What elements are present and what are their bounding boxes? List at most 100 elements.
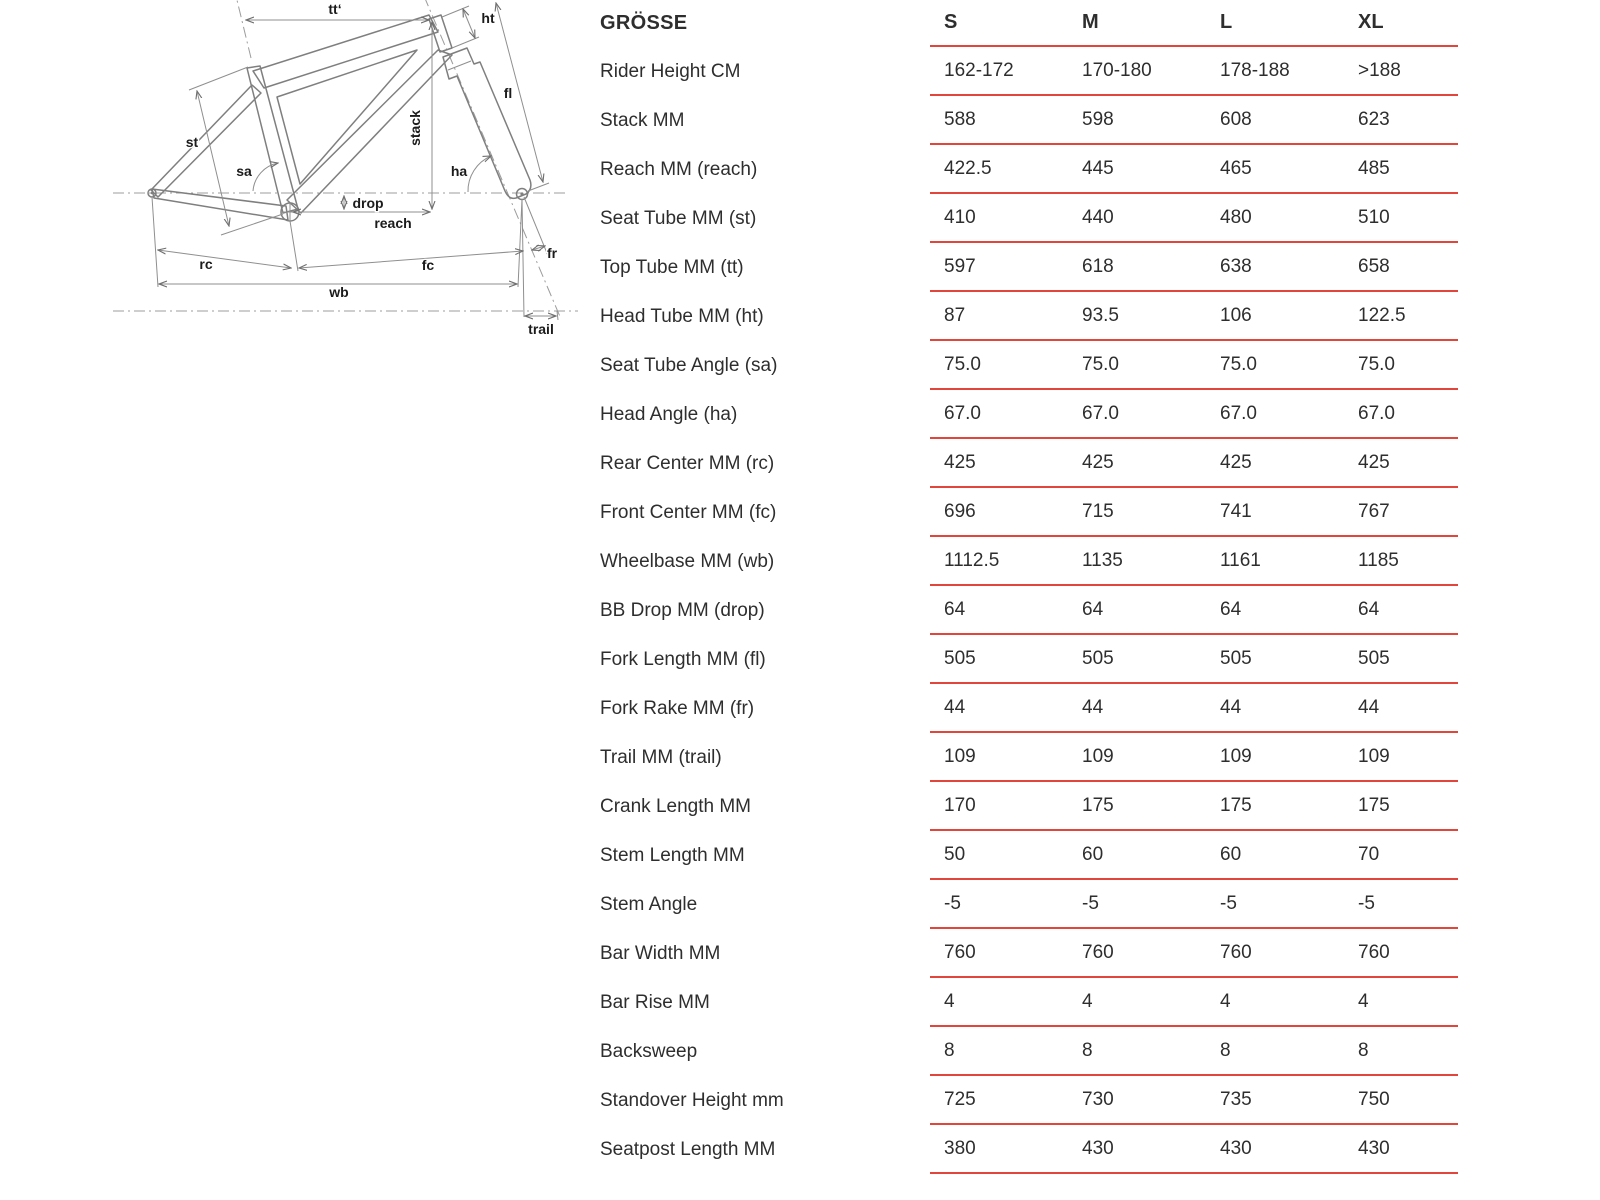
dim-label-trail: trail: [528, 321, 554, 337]
cell-value: 588: [944, 108, 976, 130]
cell-value: 505: [1220, 647, 1252, 669]
row-values: 50 60 60 70: [930, 831, 1458, 880]
row-label: Head Tube MM (ht): [600, 305, 764, 327]
cell-value: 44: [1220, 696, 1242, 718]
geometry-table: GRÖSSE S M L XL Rider Height CM 162-172 17…: [600, 0, 1458, 1174]
cell-value: 4: [944, 990, 955, 1012]
row-values: 87 93.5 106 122.5: [930, 292, 1458, 341]
row-label: Head Angle (ha): [600, 403, 738, 425]
cell-value: 696: [944, 500, 976, 522]
cell-value: 1185: [1358, 549, 1399, 571]
cell-value: 106: [1220, 304, 1252, 326]
table-row: Seatpost Length MM 380 430 430 430: [600, 1125, 1458, 1174]
cell-value: 8: [1082, 1039, 1093, 1061]
table-row: BB Drop MM (drop) 64 64 64 64: [600, 586, 1458, 635]
dim-label-stack: stack: [407, 110, 423, 146]
cell-value: 623: [1358, 108, 1390, 130]
dim-fork-length: [496, 3, 543, 182]
cell-value: 50: [944, 843, 966, 865]
cell-value: 505: [944, 647, 976, 669]
cell-value: 67.0: [1358, 402, 1395, 424]
row-label: Standover Height mm: [600, 1089, 784, 1111]
table-header: GRÖSSE S M L XL: [600, 0, 1458, 47]
cell-value: 440: [1082, 206, 1114, 228]
cell-value: 430: [1220, 1137, 1252, 1159]
top-tube: [252, 14, 439, 89]
dim-label-ht: ht: [481, 10, 495, 26]
cell-value: 70: [1358, 843, 1380, 865]
header-col-m: M: [1082, 11, 1099, 33]
cell-value: 505: [1358, 647, 1390, 669]
cell-value: 67.0: [1082, 402, 1119, 424]
row-values: 588 598 608 623: [930, 96, 1458, 145]
cell-value: -5: [944, 892, 961, 914]
cell-value: 430: [1358, 1137, 1390, 1159]
cell-value: 44: [1358, 696, 1380, 718]
row-label: Seatpost Length MM: [600, 1138, 776, 1160]
table-row: Seat Tube Angle (sa) 75.0 75.0 75.0 75.0: [600, 341, 1458, 390]
cell-value: 175: [1358, 794, 1390, 816]
dim-label-fc: fc: [422, 257, 435, 273]
cell-value: 4: [1082, 990, 1093, 1012]
dim-seat-tube: [197, 91, 229, 226]
cell-value: 60: [1082, 843, 1104, 865]
cell-value: 760: [944, 941, 976, 963]
row-values: 380 430 430 430: [930, 1125, 1458, 1174]
table-row: Backsweep 8 8 8 8: [600, 1027, 1458, 1076]
row-values: 75.0 75.0 75.0 75.0: [930, 341, 1458, 390]
cell-value: 1161: [1220, 549, 1261, 571]
table-row: Rider Height CM 162-172 170-180 178-188 >188: [600, 47, 1458, 96]
cell-value: 75.0: [1082, 353, 1119, 375]
dim-label-rc: rc: [199, 256, 212, 272]
cell-value: 760: [1220, 941, 1252, 963]
row-label: Trail MM (trail): [600, 746, 722, 768]
row-label: Rear Center MM (rc): [600, 452, 775, 474]
cell-value: 93.5: [1082, 304, 1119, 326]
ext-vertical-lines: [151, 196, 559, 321]
rear-axle-dot: [150, 191, 154, 195]
cell-value: 480: [1220, 206, 1252, 228]
fork-crown-line: [447, 60, 472, 71]
table-row: Top Tube MM (tt) 597 618 638 658: [600, 243, 1458, 292]
cell-value: -5: [1220, 892, 1237, 914]
table-row: Reach MM (reach) 422.5 445 465 485: [600, 145, 1458, 194]
seat-stays: [150, 84, 262, 198]
cell-value: 109: [1358, 745, 1390, 767]
cell-value: 465: [1220, 157, 1252, 179]
front-axle-dot: [520, 192, 524, 196]
table-row: Rear Center MM (rc) 425 425 425 425: [600, 439, 1458, 488]
table-row: Stem Length MM 50 60 60 70: [600, 831, 1458, 880]
dim-front-center: [299, 251, 523, 268]
dim-label-st: st: [186, 134, 199, 150]
cell-value: 425: [944, 451, 976, 473]
row-values: 410 440 480 510: [930, 194, 1458, 243]
dim-label-drop: drop: [352, 195, 383, 211]
cell-value: 109: [1220, 745, 1252, 767]
cell-value: -5: [1082, 892, 1099, 914]
frame-geometry-diagram: tt‘ ht fl stack st sa ha drop reach rc f…: [113, 0, 578, 338]
row-values: 505 505 505 505: [930, 635, 1458, 684]
cell-value: 4: [1220, 990, 1231, 1012]
cell-value: 1112.5: [944, 549, 1000, 571]
cell-value: 1135: [1082, 549, 1123, 571]
dim-label-sa: sa: [236, 163, 252, 179]
header-values: S M L XL: [930, 0, 1458, 47]
cell-value: 725: [944, 1088, 976, 1110]
cell-value: 8: [1358, 1039, 1369, 1061]
row-values: 8 8 8 8: [930, 1027, 1458, 1076]
cell-value: 618: [1082, 255, 1114, 277]
table-row: Fork Length MM (fl) 505 505 505 505: [600, 635, 1458, 684]
row-values: 67.0 67.0 67.0 67.0: [930, 390, 1458, 439]
row-label: Rider Height CM: [600, 60, 741, 82]
ext-head-tube: [441, 5, 480, 49]
row-label: Stem Length MM: [600, 844, 745, 866]
cell-value: 608: [1220, 108, 1252, 130]
table-row: Front Center MM (fc) 696 715 741 767: [600, 488, 1458, 537]
row-label: Stack MM: [600, 109, 685, 131]
row-label: Seat Tube MM (st): [600, 207, 757, 229]
cell-value: 658: [1358, 255, 1390, 277]
table-row: Stack MM 588 598 608 623: [600, 96, 1458, 145]
cell-value: 741: [1220, 500, 1252, 522]
cell-value: 510: [1358, 206, 1390, 228]
cell-value: 170: [944, 794, 976, 816]
